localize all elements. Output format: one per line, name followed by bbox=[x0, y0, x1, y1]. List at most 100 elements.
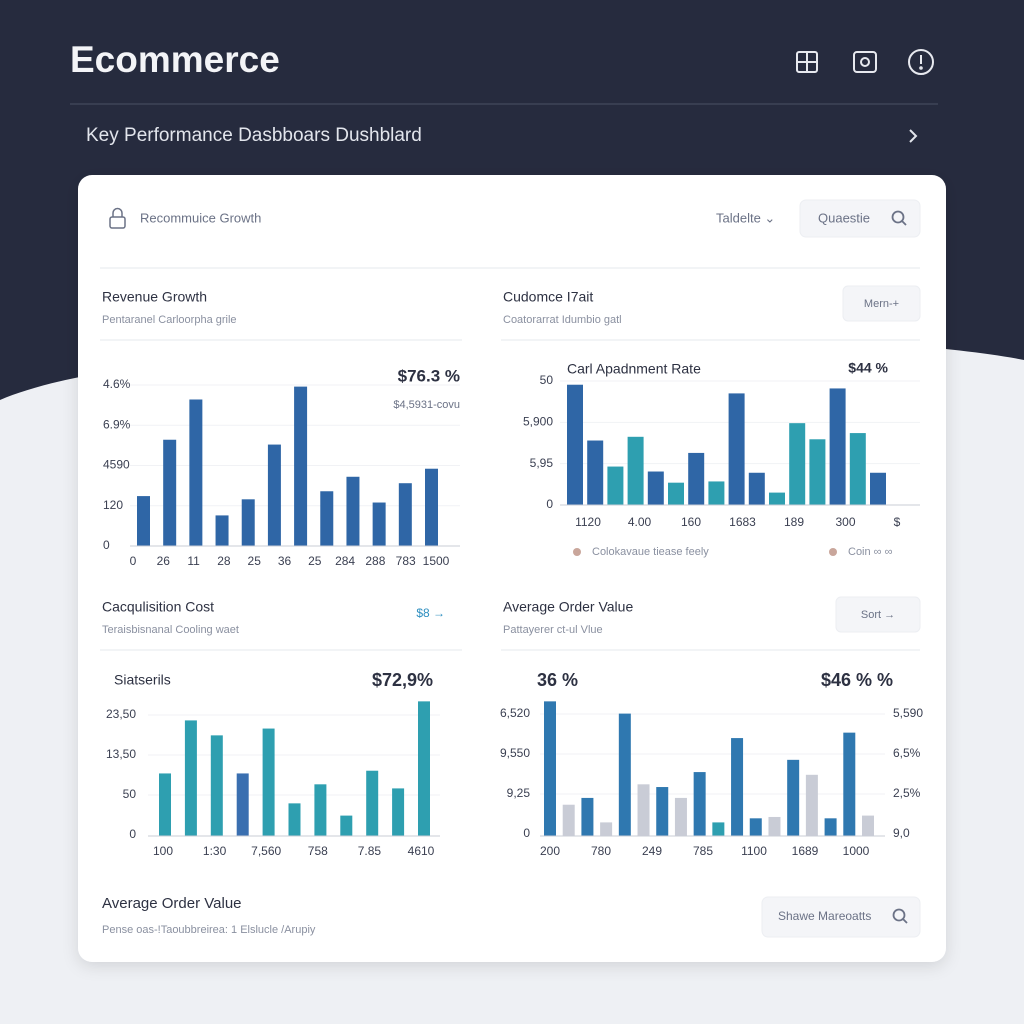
bar bbox=[346, 476, 360, 546]
bar bbox=[805, 774, 818, 836]
y-tick-label: 4.6% bbox=[103, 377, 131, 391]
y-tick-label: 120 bbox=[103, 498, 123, 512]
image-icon[interactable] bbox=[853, 51, 877, 73]
x-tick-label: 1689 bbox=[792, 844, 819, 858]
panel-link[interactable]: $8 → bbox=[416, 606, 445, 620]
y2-tick-label: 5,590 bbox=[893, 706, 923, 720]
lock-icon bbox=[109, 207, 126, 229]
bar bbox=[749, 818, 762, 836]
chart-label: 36 % bbox=[537, 670, 578, 690]
y-tick-label: 13,50 bbox=[106, 747, 136, 761]
bar bbox=[607, 466, 624, 505]
bar bbox=[693, 772, 706, 836]
chart-value: $76.3 % bbox=[398, 366, 460, 385]
chart-label: Carl Apadnment Rate bbox=[567, 361, 701, 377]
x-tick-label: 11 bbox=[187, 554, 200, 568]
bar bbox=[728, 393, 745, 505]
next-arrow[interactable] bbox=[909, 129, 918, 143]
bar bbox=[618, 713, 631, 836]
footer-subtitle: Pense oas-!Taoubbreirea: 1 Elslucle /Aru… bbox=[102, 924, 316, 936]
bar bbox=[210, 735, 223, 836]
x-tick-label: 25 bbox=[308, 554, 322, 568]
bar bbox=[425, 468, 438, 546]
bar bbox=[562, 804, 575, 836]
search-placeholder: Shawe Mareoatts bbox=[778, 909, 871, 923]
y-tick-label: 0 bbox=[546, 497, 553, 511]
y2-tick-label: 9,0 bbox=[893, 826, 910, 840]
search-placeholder: Quaestie bbox=[818, 210, 870, 225]
bar bbox=[366, 770, 379, 836]
bar bbox=[600, 822, 613, 836]
grid-icon[interactable] bbox=[796, 51, 818, 73]
panel-title: Cudomce I7ait bbox=[503, 289, 593, 305]
chart-value: $72,9% bbox=[372, 670, 433, 690]
x-tick-label: 758 bbox=[308, 844, 328, 858]
bar bbox=[674, 797, 687, 836]
panel-subtitle: Coatorarrat Idumbio gatl bbox=[503, 314, 622, 326]
chart-note: $4,5931-covu bbox=[393, 399, 460, 411]
bar bbox=[712, 822, 725, 836]
legend-label: Coin ∞ ∞ bbox=[848, 546, 892, 558]
bar bbox=[236, 773, 249, 836]
info-icon[interactable] bbox=[908, 49, 934, 75]
bar bbox=[288, 803, 301, 836]
x-tick-label: 1000 bbox=[843, 844, 870, 858]
bar bbox=[262, 728, 275, 836]
card bbox=[78, 175, 946, 962]
bar bbox=[637, 784, 650, 836]
x-tick-label: 100 bbox=[153, 844, 173, 858]
x-tick-label: 288 bbox=[365, 554, 385, 568]
x-tick-label: 785 bbox=[693, 844, 713, 858]
bar bbox=[581, 797, 594, 836]
bar bbox=[708, 481, 725, 505]
search-icon[interactable] bbox=[892, 908, 908, 924]
x-tick-label: 780 bbox=[591, 844, 611, 858]
x-tick-label: 783 bbox=[396, 554, 416, 568]
y2-tick-label: 6,5% bbox=[893, 746, 921, 760]
panel-subtitle: Pattayerer ct-ul Vlue bbox=[503, 624, 603, 636]
bar bbox=[163, 439, 177, 546]
panel-title: Revenue Growth bbox=[102, 289, 207, 305]
x-tick-label: 7,560 bbox=[251, 844, 281, 858]
bar bbox=[627, 436, 644, 505]
panel-title: Cacqulisition Cost bbox=[102, 599, 214, 615]
search-box[interactable] bbox=[799, 199, 921, 238]
action-button[interactable] bbox=[842, 285, 921, 322]
y-tick-label: 23,50 bbox=[106, 707, 136, 721]
bar bbox=[372, 502, 386, 546]
y-tick-label: 6,520 bbox=[500, 706, 530, 720]
search-box[interactable] bbox=[761, 896, 921, 938]
y-tick-label: 50 bbox=[540, 373, 554, 387]
action-label: Sort → bbox=[861, 609, 895, 621]
action-button[interactable] bbox=[835, 596, 921, 633]
footer-title: Average Order Value bbox=[102, 895, 242, 912]
bar bbox=[418, 701, 430, 836]
bar bbox=[340, 815, 353, 836]
bar bbox=[731, 738, 744, 836]
y-tick-label: 6.9% bbox=[103, 417, 131, 431]
y-tick-label: 5,95 bbox=[530, 456, 554, 470]
x-tick-label: 284 bbox=[335, 554, 355, 568]
x-tick-label: 160 bbox=[681, 515, 701, 529]
x-tick-label: 0 bbox=[130, 554, 137, 568]
panel-subtitle: Pentaranel Carloorpha grile bbox=[102, 314, 237, 326]
bar bbox=[748, 472, 765, 505]
bar bbox=[809, 439, 826, 505]
bar bbox=[768, 816, 781, 836]
x-tick-label: 1683 bbox=[729, 515, 756, 529]
bar bbox=[294, 386, 308, 546]
y2-tick-label: 2,5% bbox=[893, 786, 921, 800]
filter-dropdown[interactable]: Taldelte ⌄ bbox=[716, 210, 775, 225]
y-tick-label: 4590 bbox=[103, 458, 130, 472]
x-tick-label: 28 bbox=[217, 554, 231, 568]
bar bbox=[789, 423, 806, 505]
page-subtitle: Key Performance Dasbboars Dushblard bbox=[86, 125, 422, 146]
search-icon[interactable] bbox=[891, 210, 907, 226]
bar bbox=[184, 720, 197, 836]
y-tick-label: 0 bbox=[523, 826, 530, 840]
y-tick-label: 5,900 bbox=[523, 415, 553, 429]
bar bbox=[769, 492, 785, 505]
bar bbox=[398, 483, 412, 546]
x-tick-label: 4.00 bbox=[628, 515, 652, 529]
